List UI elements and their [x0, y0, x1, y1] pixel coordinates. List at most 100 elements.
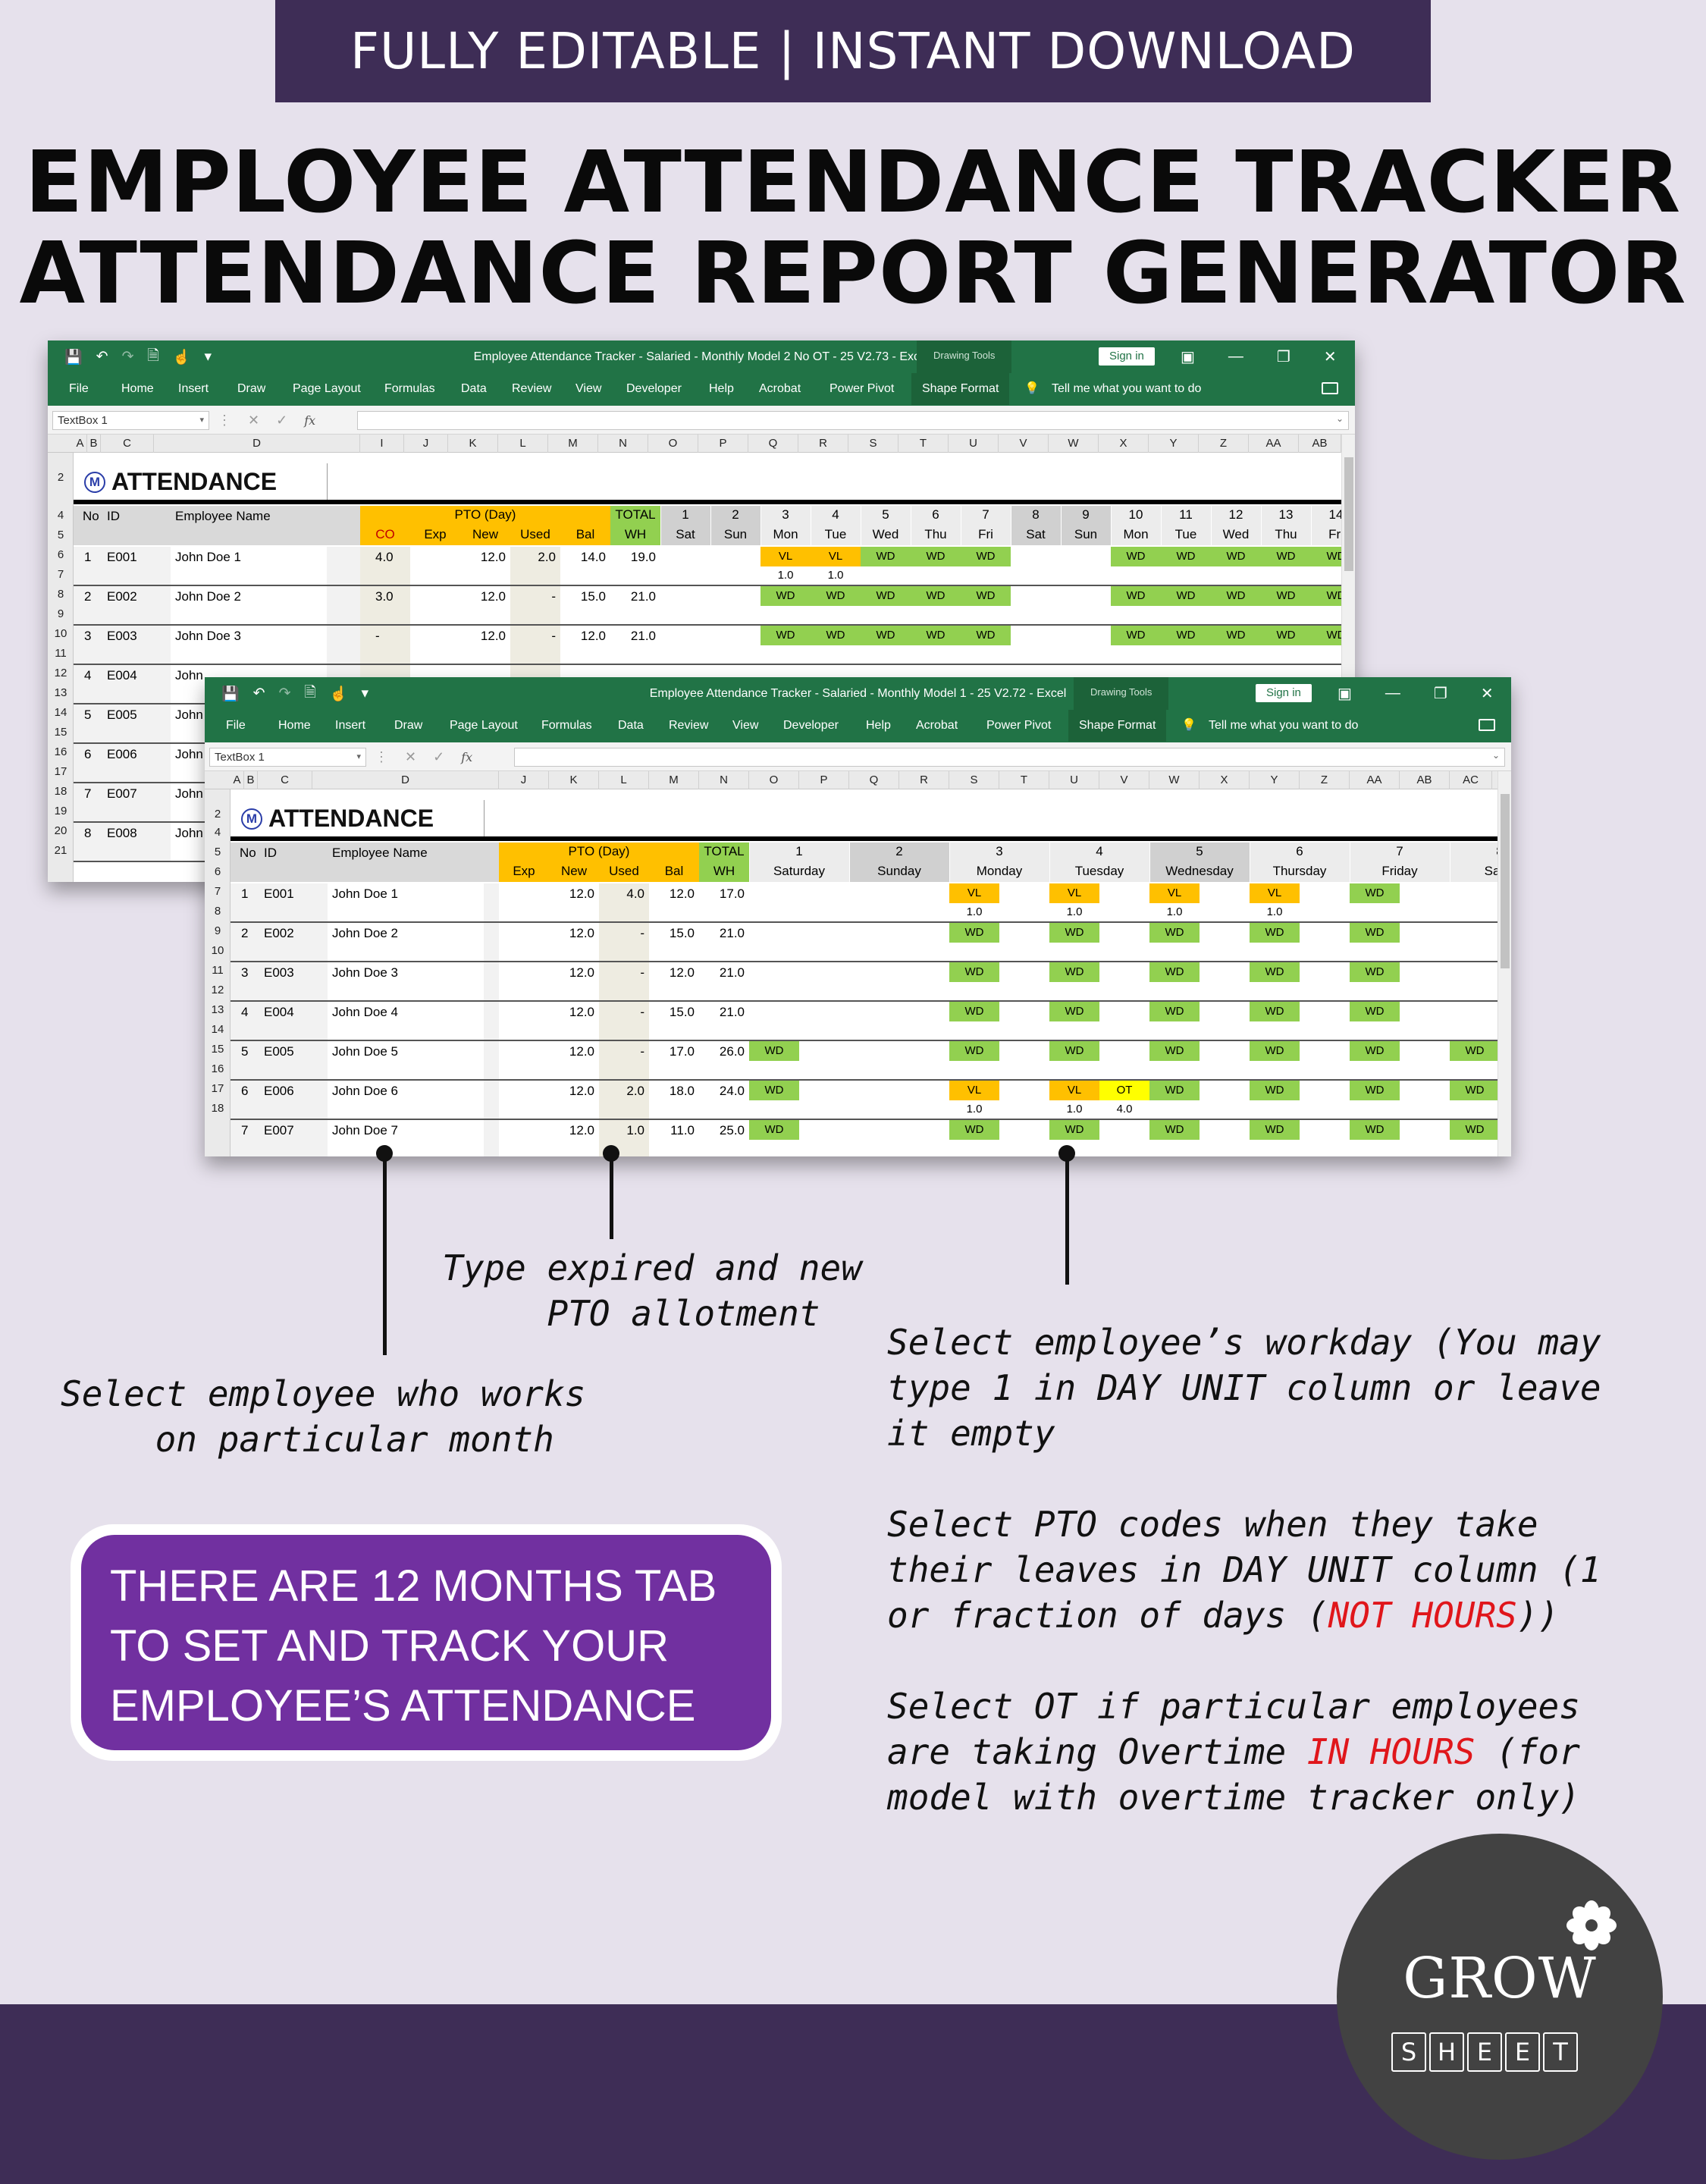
- column-header[interactable]: T: [898, 435, 949, 453]
- day-code[interactable]: WD: [1365, 965, 1385, 978]
- row-header[interactable]: 12: [211, 984, 224, 996]
- undo-icon[interactable]: ↶: [96, 349, 108, 365]
- restore-icon[interactable]: ❐: [1433, 686, 1447, 702]
- sign-in-button[interactable]: Sign in: [1256, 684, 1312, 702]
- formula-input[interactable]: ⌄: [514, 748, 1505, 767]
- confirm-entry-icon[interactable]: ✓: [433, 749, 445, 764]
- row-header[interactable]: 18: [54, 785, 67, 798]
- day-code[interactable]: WD: [1126, 629, 1146, 642]
- row-header[interactable]: 5: [57, 529, 64, 541]
- row-header[interactable]: [48, 486, 74, 506]
- row-header[interactable]: 13: [54, 686, 67, 699]
- employee-name[interactable]: John: [175, 826, 203, 840]
- day-code[interactable]: WD: [976, 550, 996, 563]
- pto-new[interactable]: 12.0: [480, 629, 506, 643]
- day-code[interactable]: WD: [964, 965, 984, 978]
- column-header[interactable]: AB: [1299, 435, 1341, 453]
- row-header[interactable]: 16: [54, 745, 67, 758]
- row-header[interactable]: 6: [57, 548, 64, 561]
- row-header[interactable]: 21: [54, 844, 67, 857]
- day-code[interactable]: WD: [1365, 1123, 1385, 1136]
- pto-used[interactable]: 4.0: [626, 886, 644, 901]
- day-code[interactable]: VL: [967, 1084, 982, 1097]
- day-code[interactable]: WD: [1276, 550, 1296, 563]
- tab-insert[interactable]: Insert: [335, 719, 366, 732]
- tab-review[interactable]: Review: [512, 382, 552, 395]
- day-code[interactable]: WD: [1176, 589, 1196, 602]
- day-code[interactable]: WD: [1326, 629, 1346, 642]
- day-code[interactable]: WD: [1126, 589, 1146, 602]
- column-header[interactable]: Z: [1300, 771, 1350, 789]
- employee-name[interactable]: John Doe 6: [332, 1084, 398, 1098]
- pto-new[interactable]: 12.0: [569, 1084, 594, 1098]
- vertical-scrollbar[interactable]: [1497, 771, 1511, 1156]
- employee-name[interactable]: John Doe 3: [175, 629, 241, 643]
- employee-name[interactable]: John Doe 3: [332, 965, 398, 980]
- tab-page-layout[interactable]: Page Layout: [293, 382, 361, 395]
- day-code[interactable]: WD: [926, 550, 946, 563]
- day-code[interactable]: VL: [778, 550, 793, 563]
- day-code[interactable]: WD: [826, 589, 845, 602]
- day-code[interactable]: WD: [1165, 1084, 1184, 1097]
- pto-co[interactable]: -: [375, 629, 380, 643]
- day-code[interactable]: WD: [764, 1084, 784, 1097]
- day-code[interactable]: WD: [964, 1044, 984, 1057]
- column-header[interactable]: B: [244, 771, 258, 789]
- pto-bal[interactable]: 15.0: [669, 926, 695, 940]
- day-code[interactable]: WD: [826, 629, 845, 642]
- cancel-entry-icon[interactable]: ✕: [248, 413, 260, 428]
- day-code[interactable]: WD: [964, 1005, 984, 1018]
- day-unit[interactable]: 1.0: [827, 569, 844, 582]
- ribbon-display-icon[interactable]: ▣: [1338, 686, 1352, 702]
- day-code[interactable]: WD: [976, 589, 996, 602]
- row-header[interactable]: 7: [214, 885, 221, 898]
- column-header[interactable]: N: [699, 771, 749, 789]
- row-header[interactable]: 15: [211, 1043, 224, 1056]
- tell-me-search[interactable]: Tell me what you want to do: [1209, 719, 1359, 732]
- tab-shape-format[interactable]: Shape Format: [1068, 710, 1167, 742]
- name-box[interactable]: TextBox 1 ▾: [52, 411, 209, 430]
- pto-bal[interactable]: 12.0: [669, 965, 695, 980]
- day-code[interactable]: WD: [1176, 629, 1196, 642]
- row-header[interactable]: 11: [55, 647, 67, 660]
- comments-icon[interactable]: [1479, 719, 1495, 731]
- customize-qat-icon[interactable]: ▾: [204, 349, 212, 365]
- save-icon[interactable]: 💾: [64, 349, 83, 366]
- day-unit[interactable]: 1.0: [966, 1103, 983, 1116]
- row-header[interactable]: 4: [57, 509, 64, 522]
- tab-page-layout[interactable]: Page Layout: [450, 719, 518, 732]
- tab-power-pivot[interactable]: Power Pivot: [829, 382, 895, 395]
- print-preview-icon[interactable]: 🗎: [304, 684, 316, 701]
- day-code[interactable]: WD: [1226, 550, 1246, 563]
- day-code[interactable]: WD: [1065, 1044, 1084, 1057]
- customize-qat-icon[interactable]: ▾: [361, 686, 369, 701]
- row-header[interactable]: 20: [54, 824, 67, 837]
- day-code[interactable]: WD: [976, 629, 996, 642]
- employee-name[interactable]: John Doe 2: [175, 589, 241, 604]
- employee-name[interactable]: John Doe 7: [332, 1123, 398, 1138]
- cancel-entry-icon[interactable]: ✕: [405, 749, 417, 764]
- column-header[interactable]: X: [1200, 771, 1250, 789]
- day-unit[interactable]: 1.0: [1266, 905, 1283, 918]
- day-code[interactable]: WD: [776, 629, 795, 642]
- day-code[interactable]: WD: [1226, 589, 1246, 602]
- column-header[interactable]: S: [949, 771, 999, 789]
- day-code[interactable]: WD: [1265, 1084, 1284, 1097]
- sign-in-button[interactable]: Sign in: [1099, 347, 1155, 366]
- row-header[interactable]: 6: [214, 865, 221, 878]
- column-header[interactable]: U: [949, 435, 999, 453]
- column-header[interactable]: D: [154, 435, 360, 453]
- pto-bal[interactable]: 11.0: [670, 1123, 695, 1138]
- minimize-icon[interactable]: —: [1228, 348, 1243, 365]
- pto-used[interactable]: -: [640, 926, 644, 940]
- column-header[interactable]: M: [548, 435, 598, 453]
- redo-icon[interactable]: ↷: [121, 349, 134, 365]
- pto-new[interactable]: 12.0: [480, 550, 506, 564]
- employee-name[interactable]: John Doe 5: [332, 1044, 398, 1059]
- day-code[interactable]: WD: [1165, 1044, 1184, 1057]
- attendance-sheet[interactable]: M ATTENDANCE No ID Employee Name PTO (Day) TOT…: [230, 789, 1511, 1156]
- day-code[interactable]: WD: [1226, 629, 1246, 642]
- tab-view[interactable]: View: [732, 719, 759, 732]
- day-code[interactable]: WD: [1465, 1123, 1485, 1136]
- day-code[interactable]: WD: [1265, 1005, 1284, 1018]
